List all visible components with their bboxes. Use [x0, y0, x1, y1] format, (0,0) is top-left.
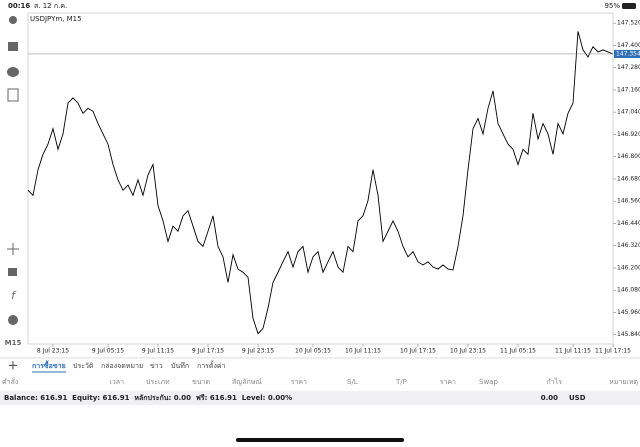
account-bar [0, 391, 640, 405]
y-tick-label: 146.920 [617, 131, 640, 138]
y-tick-label: 147.400 [617, 42, 640, 49]
indicator-icon[interactable] [8, 268, 17, 276]
y-tick-label: 147.280 [617, 64, 640, 71]
date: ส. 12 ก.ค. [34, 2, 67, 10]
account-profit: 0.00 [541, 394, 558, 402]
column-header: S/L [347, 378, 358, 386]
tab[interactable]: ข่าว [150, 362, 163, 370]
x-tick-label: 10 Jul 11:15 [345, 348, 381, 355]
current-price-label: 147.354 [616, 50, 640, 57]
price-chart: 147.520 147.400 147.280 147.160 147.040 146.9… [27, 20, 640, 355]
column-header: กำไร [547, 377, 563, 386]
y-tick-label: 147.040 [617, 109, 640, 116]
column-header: ขนาด [192, 378, 210, 386]
y-tick-label: 145.840 [617, 331, 640, 338]
column-header: Swap [479, 378, 498, 386]
y-tick-label: 146.560 [617, 198, 640, 205]
timeframe-button[interactable]: M15 [5, 339, 22, 347]
x-tick-label: 9 Jul 17:15 [192, 348, 224, 355]
objects-icon[interactable] [8, 315, 18, 325]
x-tick-label: 11 Jul 17:15 [595, 348, 631, 355]
current-price-box [614, 49, 640, 58]
home-indicator [236, 438, 404, 442]
x-tick-label: 9 Jul 11:15 [142, 348, 174, 355]
x-tick-label: 10 Jul 23:15 [450, 348, 486, 355]
y-tick-label: 147.160 [617, 86, 640, 93]
tab[interactable]: การตั้งค่า [197, 359, 226, 370]
function-icon[interactable]: f [11, 289, 17, 302]
y-tick-label: 146.080 [617, 287, 640, 294]
column-header: คำสั่ง [2, 377, 18, 386]
crosshair-icon[interactable] [7, 243, 19, 255]
chart-symbol: USDJPYm, M15 [30, 15, 82, 23]
left-toolbar: f [7, 16, 19, 325]
x-tick-label: 9 Jul 23:15 [242, 348, 274, 355]
tab[interactable]: ประวัติ [73, 362, 94, 370]
y-tick-label: 146.440 [617, 220, 640, 227]
tab[interactable]: กล่องจดหมาย [101, 362, 143, 370]
y-tick-label: 146.320 [617, 242, 640, 249]
account-icon [9, 16, 17, 24]
y-tick-label: 146.680 [617, 175, 640, 182]
trade-icon[interactable] [8, 42, 18, 51]
chat-icon[interactable] [7, 67, 19, 77]
x-tick-label: 10 Jul 05:15 [295, 348, 331, 355]
chart-frame [27, 12, 614, 345]
account-summary: Balance: 616.91 Equity: 616.91 หลักประกั… [4, 394, 292, 402]
y-tick-label: 147.520 [617, 20, 640, 27]
y-tick-label: 146.800 [617, 153, 640, 160]
x-tick-label: 8 Jul 23:15 [37, 348, 69, 355]
column-header: สัญลักษณ์ [232, 378, 262, 386]
x-tick-label: 11 Jul 11:15 [555, 348, 591, 355]
tab[interactable]: การซื้อขาย [32, 359, 66, 370]
battery-icon [622, 3, 636, 9]
column-header: T/P [395, 378, 407, 386]
column-header: ราคา [291, 378, 307, 386]
column-header: ประเภท [146, 378, 170, 386]
column-header: ราคา [440, 378, 456, 386]
clock: 00:16 [8, 2, 30, 10]
x-tick-label: 11 Jul 05:15 [500, 348, 536, 355]
column-header: เวลา [109, 378, 124, 386]
price-line [27, 31, 614, 335]
x-tick-label: 10 Jul 17:15 [400, 348, 436, 355]
tab-bar: การซื้อขาย ประวัติ กล่องจดหมาย ข่าว บันทึก กา… [32, 359, 226, 373]
table-header: คำสั่ง เวลา ประเภท ขนาด สัญลักษณ์ ราคา S/L T/P ร… [2, 377, 638, 386]
column-header: หมายเหตุ [609, 378, 638, 386]
x-tick-label: 9 Jul 05:15 [92, 348, 124, 355]
battery-text: 95% [604, 2, 620, 10]
add-button[interactable]: + [8, 359, 19, 374]
new-order-icon[interactable] [7, 88, 19, 102]
y-tick-label: 146.200 [617, 264, 640, 271]
tab[interactable]: บันทึก [171, 361, 189, 370]
account-currency: USD [569, 394, 586, 402]
y-tick-label: 145.960 [617, 309, 640, 316]
